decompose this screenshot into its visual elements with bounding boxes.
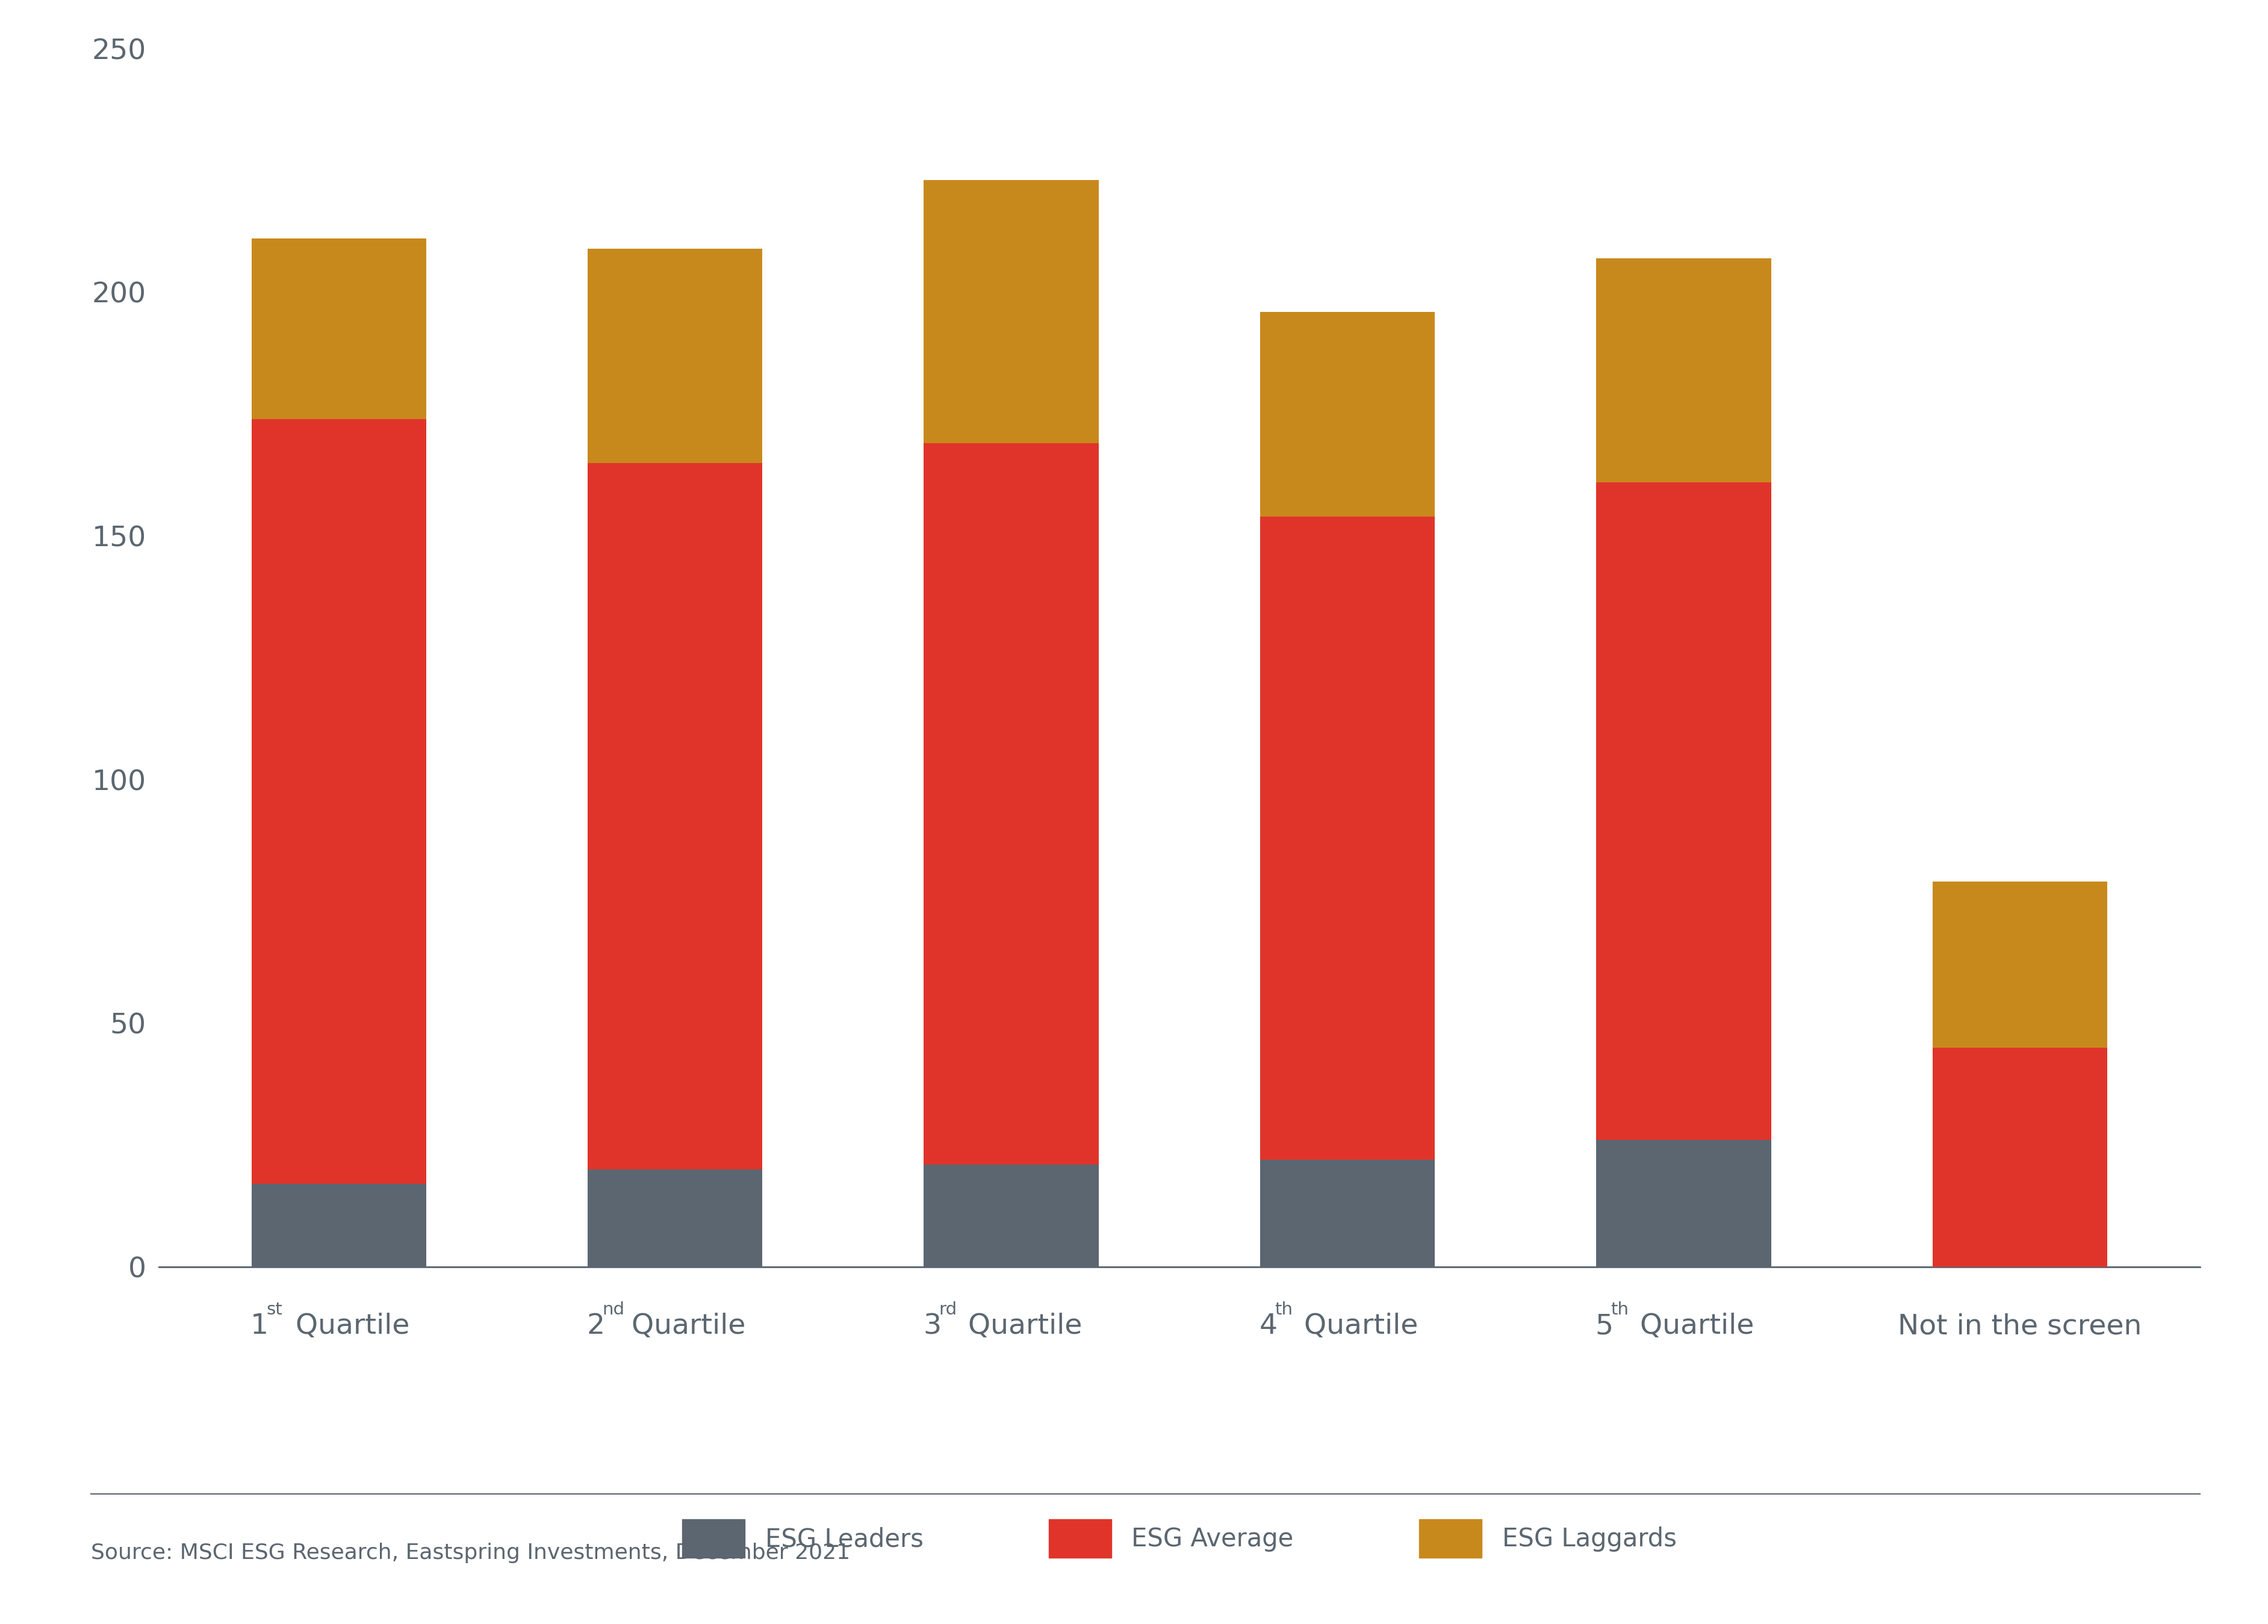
Text: Quartile: Quartile xyxy=(624,1312,746,1340)
Bar xyxy=(252,1184,426,1267)
Bar xyxy=(1261,516,1436,1160)
Bar xyxy=(1261,1160,1436,1267)
Text: nd: nd xyxy=(603,1301,624,1317)
Bar xyxy=(587,1169,762,1267)
Text: Quartile: Quartile xyxy=(1631,1312,1753,1340)
Text: Quartile: Quartile xyxy=(959,1312,1082,1340)
Bar xyxy=(1597,1140,1771,1267)
Text: st: st xyxy=(265,1301,284,1317)
Text: 3: 3 xyxy=(923,1312,941,1340)
Text: Source: MSCI ESG Research, Eastspring Investments, December 2021: Source: MSCI ESG Research, Eastspring In… xyxy=(91,1543,851,1564)
Text: th: th xyxy=(1610,1301,1628,1317)
Bar xyxy=(1261,312,1436,516)
Text: rd: rd xyxy=(939,1301,957,1317)
Bar xyxy=(252,239,426,419)
Text: 5: 5 xyxy=(1594,1312,1613,1340)
Bar xyxy=(923,180,1098,443)
Text: Quartile: Quartile xyxy=(286,1312,411,1340)
Bar xyxy=(1932,882,2107,1047)
Text: Not in the screen: Not in the screen xyxy=(1898,1312,2141,1340)
Bar xyxy=(1932,1047,2107,1267)
Text: Quartile: Quartile xyxy=(1295,1312,1418,1340)
Bar xyxy=(1597,482,1771,1140)
Bar xyxy=(923,1164,1098,1267)
Bar xyxy=(587,463,762,1169)
Bar xyxy=(1597,258,1771,482)
Text: th: th xyxy=(1275,1301,1293,1317)
Text: 4: 4 xyxy=(1259,1312,1277,1340)
Text: 1: 1 xyxy=(249,1312,268,1340)
Text: 2: 2 xyxy=(587,1312,606,1340)
Legend: ESG Leaders, ESG Average, ESG Laggards: ESG Leaders, ESG Average, ESG Laggards xyxy=(658,1494,1701,1583)
Bar xyxy=(587,248,762,463)
Bar xyxy=(923,443,1098,1164)
Bar xyxy=(252,419,426,1184)
